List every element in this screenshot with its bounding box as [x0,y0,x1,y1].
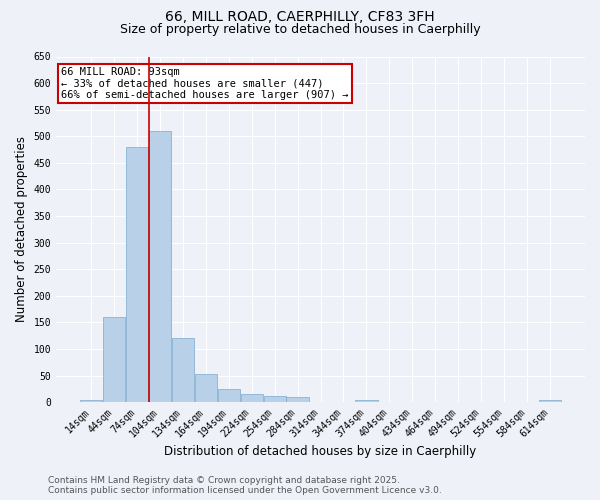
Bar [103,317,125,402]
X-axis label: Distribution of detached houses by size in Caerphilly: Distribution of detached houses by size … [164,444,476,458]
Bar [172,338,194,402]
Y-axis label: Number of detached properties: Number of detached properties [15,136,28,322]
Text: Size of property relative to detached houses in Caerphilly: Size of property relative to detached ho… [119,22,481,36]
Bar [286,398,309,402]
Bar [195,374,217,402]
Text: Contains HM Land Registry data © Crown copyright and database right 2025.
Contai: Contains HM Land Registry data © Crown c… [48,476,442,495]
Bar [263,396,286,402]
Bar [241,394,263,402]
Text: 66 MILL ROAD: 93sqm
← 33% of detached houses are smaller (447)
66% of semi-detac: 66 MILL ROAD: 93sqm ← 33% of detached ho… [61,67,349,100]
Bar [80,400,103,402]
Bar [218,389,240,402]
Text: 66, MILL ROAD, CAERPHILLY, CF83 3FH: 66, MILL ROAD, CAERPHILLY, CF83 3FH [165,10,435,24]
Bar [126,147,148,402]
Bar [539,400,561,402]
Bar [149,131,171,402]
Bar [355,400,377,402]
